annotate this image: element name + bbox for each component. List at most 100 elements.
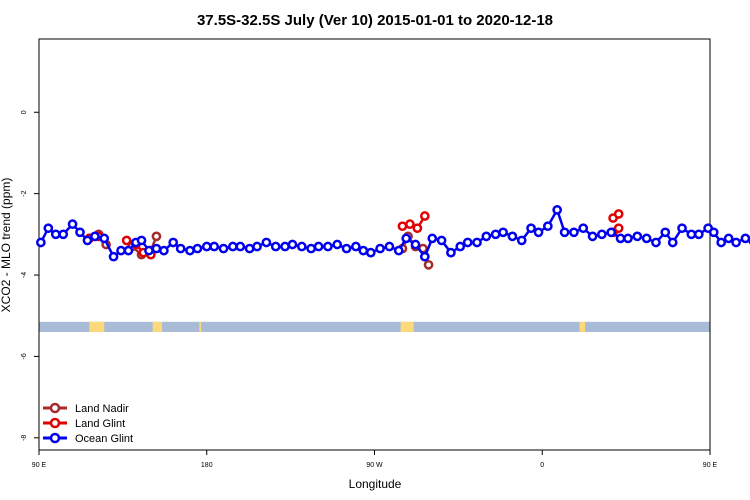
- land-patch: [199, 321, 202, 332]
- data-point: [723, 233, 734, 244]
- land-patch: [152, 321, 163, 332]
- data-point: [667, 237, 678, 248]
- y-tick-label: -8: [21, 435, 28, 441]
- data-point: [123, 245, 134, 256]
- legend-item: Land Nadir: [43, 402, 129, 415]
- data-point: [175, 243, 186, 254]
- legend: Land Nadir Land Glint Ocean Glint: [43, 402, 133, 445]
- x-tick-label: 0: [540, 462, 544, 469]
- data-point: [597, 229, 607, 240]
- data-point: [306, 243, 316, 254]
- data-point: [613, 223, 624, 234]
- data-point: [43, 223, 54, 234]
- data-point: [507, 231, 518, 242]
- data-point: [280, 241, 290, 252]
- data-point: [116, 245, 126, 256]
- data-point: [578, 223, 589, 234]
- data-point: [151, 231, 162, 242]
- ocean-band: [39, 321, 710, 332]
- data-point: [323, 241, 333, 252]
- legend-item: Land Glint: [43, 417, 125, 430]
- data-point: [58, 229, 69, 240]
- data-point: [412, 223, 423, 234]
- data-point: [686, 229, 697, 240]
- data-point: [235, 241, 246, 252]
- data-point: [351, 241, 361, 252]
- data-point: [185, 245, 195, 256]
- data-point: [542, 221, 553, 232]
- data-point: [159, 245, 169, 256]
- data-point: [151, 243, 162, 254]
- data-point: [261, 237, 272, 248]
- data-point: [168, 237, 179, 248]
- data-point: [36, 237, 46, 248]
- data-point: [423, 259, 434, 270]
- data-point: [615, 233, 626, 244]
- data-point: [708, 227, 719, 238]
- series-ocean-glint: [36, 205, 750, 262]
- land-patch: [89, 321, 105, 332]
- legend-label: Land Nadir: [75, 403, 129, 415]
- legend-swatch-marker: [49, 432, 61, 444]
- data-point: [287, 239, 298, 250]
- legend-swatch-marker: [49, 417, 61, 429]
- data-point: [244, 243, 255, 254]
- data-point: [50, 229, 61, 240]
- data-point: [462, 237, 473, 248]
- data-point: [716, 237, 727, 248]
- data-point: [740, 233, 750, 244]
- data-point: [419, 251, 430, 262]
- data-point: [397, 221, 408, 232]
- data-point: [731, 237, 741, 248]
- data-point: [632, 231, 643, 242]
- data-point: [651, 237, 661, 248]
- legend-label: Ocean Glint: [75, 433, 133, 445]
- map-strip: [39, 321, 710, 332]
- data-point: [75, 227, 85, 238]
- data-point: [427, 233, 438, 244]
- data-point: [144, 245, 154, 256]
- x-tick-label: 90 E: [32, 462, 47, 469]
- data-point: [192, 243, 203, 254]
- data-point: [108, 251, 119, 262]
- y-tick-label: -6: [21, 353, 28, 359]
- data-point: [341, 243, 352, 254]
- y-tick-label: -4: [21, 272, 28, 278]
- data-point: [498, 227, 508, 238]
- data-point: [446, 247, 456, 258]
- y-axis-title: XCO2 - MLO trend (ppm): [0, 178, 13, 313]
- data-point: [99, 233, 110, 244]
- x-tick-label: 90 E: [703, 462, 718, 469]
- chart-title: 37.5S-32.5S July (Ver 10) 2015-01-01 to …: [197, 12, 553, 29]
- data-point: [677, 223, 687, 234]
- legend-item: Ocean Glint: [43, 432, 133, 445]
- data-point: [613, 209, 624, 219]
- data-point: [526, 223, 536, 234]
- legend-label: Land Glint: [75, 418, 125, 430]
- data-point: [136, 235, 147, 246]
- data-point: [67, 219, 78, 230]
- data-point: [90, 231, 100, 242]
- x-tick-label: 90 W: [366, 462, 383, 469]
- data-point: [587, 231, 598, 242]
- data-point: [569, 227, 579, 238]
- data-point: [365, 247, 376, 258]
- data-point: [436, 235, 447, 246]
- x-tick-label: 180: [201, 462, 213, 469]
- x-axis-title: Longitude: [349, 477, 402, 491]
- data-point: [660, 227, 671, 238]
- land-patch: [579, 321, 586, 332]
- legend-swatch-marker: [49, 402, 61, 414]
- data-point: [455, 241, 466, 252]
- data-point: [693, 229, 704, 240]
- data-point: [252, 241, 262, 252]
- data-point: [313, 241, 324, 252]
- series-layer: [36, 205, 750, 270]
- data-point: [121, 235, 132, 246]
- data-point: [552, 205, 563, 215]
- data-point: [332, 239, 343, 250]
- data-point: [516, 235, 527, 246]
- data-point: [209, 241, 220, 252]
